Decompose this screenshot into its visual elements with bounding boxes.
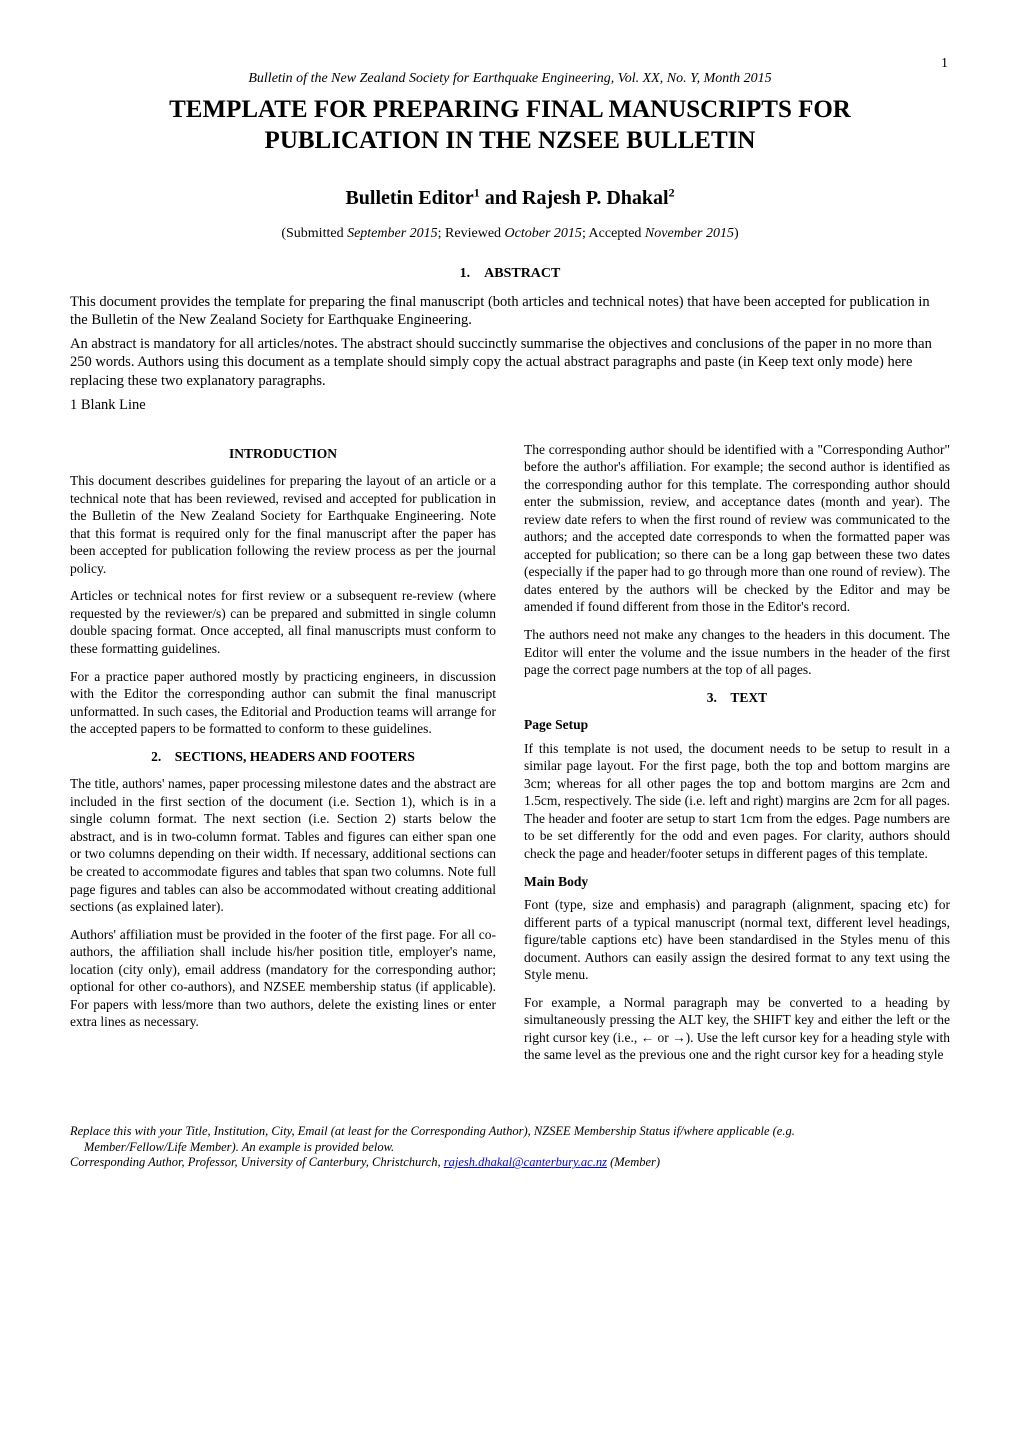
paper-title: TEMPLATE FOR PREPARING FINAL MANUSCRIPTS… bbox=[70, 94, 950, 157]
page-number: 1 bbox=[941, 55, 948, 73]
footer-line-2-suffix: (Member) bbox=[607, 1155, 660, 1169]
dates-close: ) bbox=[734, 226, 739, 241]
reviewed-value: October 2015 bbox=[505, 226, 582, 241]
sec2-p1: The title, authors' names, paper process… bbox=[70, 775, 496, 915]
intro-p1: This document describes guidelines for p… bbox=[70, 472, 496, 577]
footer-line-2: Corresponding Author, Professor, Univers… bbox=[70, 1155, 950, 1171]
main-body-p1: Font (type, size and emphasis) and parag… bbox=[524, 896, 950, 984]
author-2-sup: 2 bbox=[669, 185, 675, 199]
page-setup-p1: If this template is not used, the docume… bbox=[524, 740, 950, 863]
footer-line-1b: Member/Fellow/Life Member). An example i… bbox=[70, 1140, 950, 1156]
milestone-dates: (Submitted September 2015; Reviewed Octo… bbox=[70, 225, 950, 243]
abstract-p2: An abstract is mandatory for all article… bbox=[70, 335, 950, 389]
sec2-p3: The corresponding author should be ident… bbox=[524, 441, 950, 616]
journal-header: Bulletin of the New Zealand Society for … bbox=[70, 70, 950, 88]
submitted-label: (Submitted bbox=[281, 226, 347, 241]
footer-line-1a: Replace this with your Title, Institutio… bbox=[70, 1124, 950, 1140]
accepted-label: ; Accepted bbox=[582, 226, 645, 241]
author-connector: and bbox=[480, 187, 522, 209]
reviewed-label: ; Reviewed bbox=[438, 226, 505, 241]
abstract-p1: This document provides the template for … bbox=[70, 293, 950, 329]
blank-line-note: 1 Blank Line bbox=[70, 396, 950, 415]
authors-line: Bulletin Editor1 and Rajesh P. Dhakal2 bbox=[70, 185, 950, 211]
page-footer: Replace this with your Title, Institutio… bbox=[70, 1124, 950, 1171]
submitted-value: September 2015 bbox=[347, 226, 438, 241]
sec2-p2: Authors' affiliation must be provided in… bbox=[70, 926, 496, 1031]
main-body-subheading: Main Body bbox=[524, 873, 950, 891]
abstract-heading: 1. ABSTRACT bbox=[70, 265, 950, 283]
introduction-heading: INTRODUCTION bbox=[70, 445, 496, 463]
title-line-1: TEMPLATE FOR PREPARING FINAL MANUSCRIPTS… bbox=[169, 96, 851, 123]
intro-p2: Articles or technical notes for first re… bbox=[70, 587, 496, 657]
sec2-p4: The authors need not make any changes to… bbox=[524, 626, 950, 679]
footer-line-2-prefix: Corresponding Author, Professor, Univers… bbox=[70, 1155, 444, 1169]
footer-email-link[interactable]: rajesh.dhakal@canterbury.ac.nz bbox=[444, 1155, 607, 1169]
author-2-name: Rajesh P. Dhakal bbox=[522, 187, 669, 209]
author-1-name: Bulletin Editor bbox=[345, 187, 473, 209]
accepted-value: November 2015 bbox=[645, 226, 734, 241]
section-3-heading: 3. TEXT bbox=[524, 689, 950, 707]
page-setup-subheading: Page Setup bbox=[524, 716, 950, 734]
title-line-2: PUBLICATION IN THE NZSEE BULLETIN bbox=[265, 127, 756, 154]
section-2-heading: 2. SECTIONS, HEADERS AND FOOTERS bbox=[70, 748, 496, 766]
two-column-body: INTRODUCTION This document describes gui… bbox=[70, 441, 950, 1065]
main-body-p2: For example, a Normal paragraph may be c… bbox=[524, 994, 950, 1064]
intro-p3: For a practice paper authored mostly by … bbox=[70, 668, 496, 738]
